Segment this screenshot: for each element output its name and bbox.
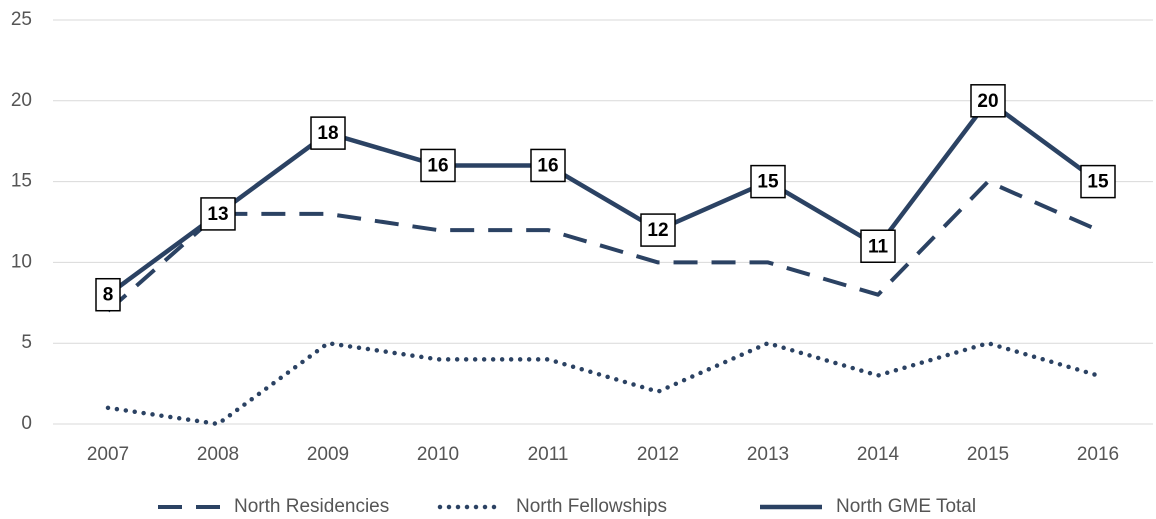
y-tick-label: 10	[11, 251, 32, 272]
data-label-box	[310, 116, 346, 150]
x-tick-label: 2007	[87, 444, 129, 465]
x-tick-label: 2013	[747, 444, 789, 465]
data-label: 16	[537, 155, 558, 176]
data-label-box	[970, 84, 1006, 118]
data-label: 12	[647, 220, 668, 241]
legend-label: North GME Total	[836, 496, 976, 517]
data-label-box	[530, 148, 566, 183]
y-tick-label: 20	[11, 90, 32, 111]
y-tick-label: 25	[11, 9, 32, 30]
data-label: 11	[868, 236, 889, 257]
data-label-box	[420, 148, 456, 183]
series-line	[106, 179, 1099, 313]
x-tick-label: 2012	[637, 444, 679, 465]
x-tick-label: 2010	[417, 444, 459, 465]
data-label-box	[1080, 164, 1116, 199]
y-tick-label: 5	[21, 332, 32, 353]
x-tick-label: 2016	[1077, 444, 1119, 465]
data-label-box	[200, 197, 236, 231]
data-label-box	[640, 213, 676, 247]
y-tick-label: 0	[21, 413, 32, 434]
data-label-box	[95, 277, 121, 312]
x-tick-label: 2015	[967, 444, 1009, 465]
data-label-box	[750, 164, 786, 199]
x-tick-label: 2008	[197, 444, 239, 465]
legend-label: North Fellowships	[516, 496, 667, 517]
data-label: 15	[757, 172, 779, 193]
x-tick-label: 2014	[857, 444, 900, 465]
data-label: 20	[977, 91, 998, 112]
y-tick-label: 15	[11, 171, 32, 192]
x-tick-label: 2011	[528, 444, 569, 465]
data-label: 8	[103, 285, 114, 306]
data-label-box	[860, 229, 896, 263]
x-tick-label: 2009	[307, 444, 349, 465]
legend-label: North Residencies	[234, 496, 389, 517]
series-line	[105, 340, 1101, 427]
data-label: 16	[427, 155, 448, 176]
data-label: 15	[1087, 172, 1109, 193]
data-label: 18	[317, 123, 338, 144]
data-label: 13	[207, 204, 228, 225]
series-line	[106, 98, 1100, 297]
